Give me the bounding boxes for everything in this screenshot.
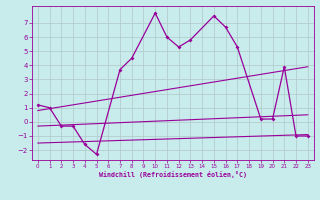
- X-axis label: Windchill (Refroidissement éolien,°C): Windchill (Refroidissement éolien,°C): [99, 171, 247, 178]
